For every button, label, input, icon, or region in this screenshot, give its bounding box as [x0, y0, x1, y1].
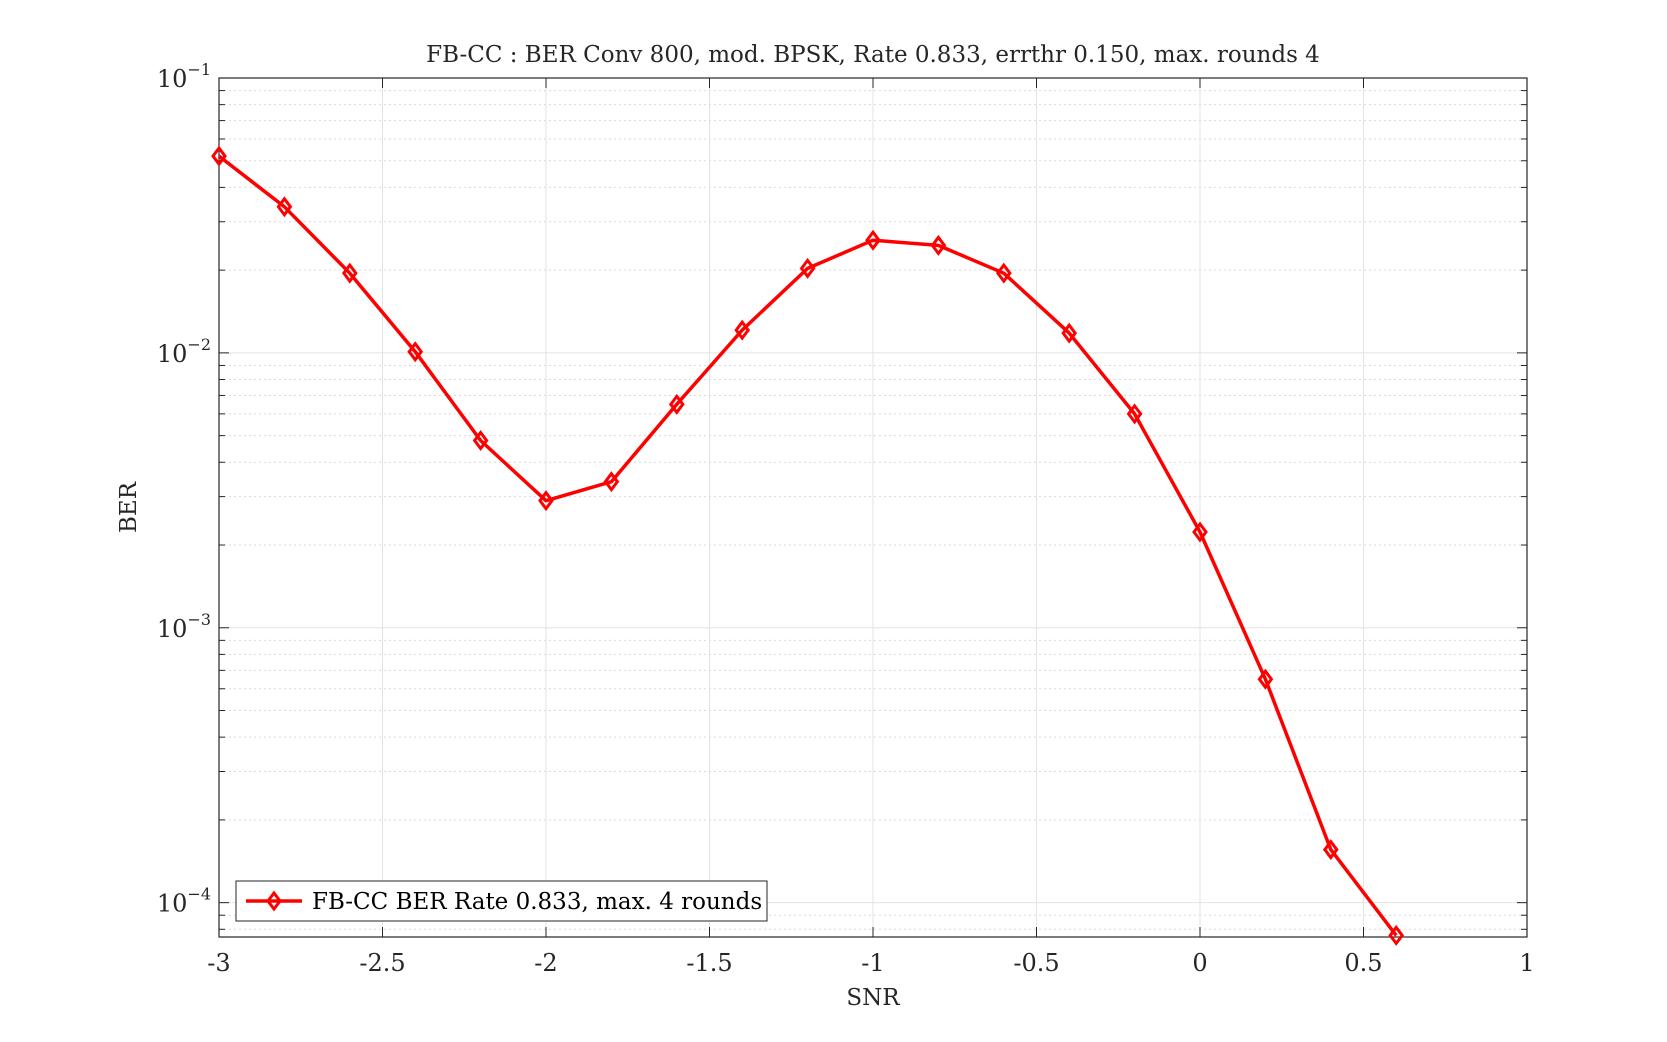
x-tick-label: -2: [534, 949, 557, 977]
data-point-marker: [276, 196, 293, 218]
data-point-marker: [603, 471, 620, 493]
data-point-marker: [799, 257, 816, 279]
legend: FB-CC BER Rate 0.833, max. 4 rounds: [235, 880, 768, 922]
data-point-marker: [865, 229, 881, 251]
y-tick-exponent: −2: [187, 335, 211, 354]
data-point-marker: [211, 145, 227, 167]
y-tick-exponent: −3: [187, 610, 211, 629]
x-tick-label: -3: [207, 949, 230, 977]
data-point-marker: [1257, 668, 1274, 690]
data-point-marker: [734, 319, 751, 341]
minor-grid: [219, 90, 1527, 930]
axis-ticks: [218, 77, 1528, 937]
data-point-marker: [538, 490, 554, 512]
x-tick-labels: -3 -2.5 -2 -1.5 -1 -0.5 0 0.5 1: [207, 949, 1534, 977]
data-point-marker: [930, 234, 947, 256]
x-tick-label: -1.5: [686, 949, 732, 977]
y-axis-label: BER: [116, 481, 142, 533]
x-tick-label: 0: [1192, 949, 1207, 977]
x-tick-label: -1: [861, 949, 884, 977]
y-tick-exponent: −1: [187, 60, 211, 79]
data-point-marker: [407, 341, 424, 363]
chart-title: FB-CC : BER Conv 800, mod. BPSK, Rate 0.…: [426, 42, 1320, 68]
series-line: [217, 154, 1398, 937]
legend-entry-label: FB-CC BER Rate 0.833, max. 4 rounds: [312, 889, 762, 915]
y-tick-base: 10: [157, 890, 188, 918]
x-tick-label: 1: [1519, 949, 1534, 977]
y-tick-base: 10: [157, 65, 188, 93]
y-tick-label: 10−1: [157, 60, 211, 93]
series-group: [211, 145, 1405, 946]
x-tick-label: -0.5: [1013, 949, 1059, 977]
data-point-marker: [1388, 924, 1405, 946]
y-tick-label: 10−4: [157, 885, 211, 918]
data-point-marker: [1192, 521, 1208, 543]
x-tick-label: -2.5: [359, 949, 405, 977]
legend-box: [235, 880, 768, 922]
data-point-marker: [995, 262, 1012, 284]
y-tick-label: 10−2: [157, 335, 211, 368]
y-tick-label: 10−3: [157, 610, 211, 643]
legend-marker-diamond: [266, 890, 282, 912]
y-tick-base: 10: [157, 615, 188, 643]
data-point-marker: [472, 430, 489, 452]
data-point-marker: [341, 262, 358, 284]
y-tick-exponent: −4: [187, 885, 211, 904]
x-tick-label: 0.5: [1344, 949, 1382, 977]
data-point-marker: [1126, 403, 1143, 425]
data-point-marker: [668, 393, 685, 415]
data-point-marker: [1322, 839, 1339, 861]
x-axis-label: SNR: [846, 985, 900, 1011]
y-tick-base: 10: [157, 340, 188, 368]
data-point-marker: [1061, 322, 1078, 344]
y-tick-labels: 10−110−210−310−4: [157, 60, 211, 918]
